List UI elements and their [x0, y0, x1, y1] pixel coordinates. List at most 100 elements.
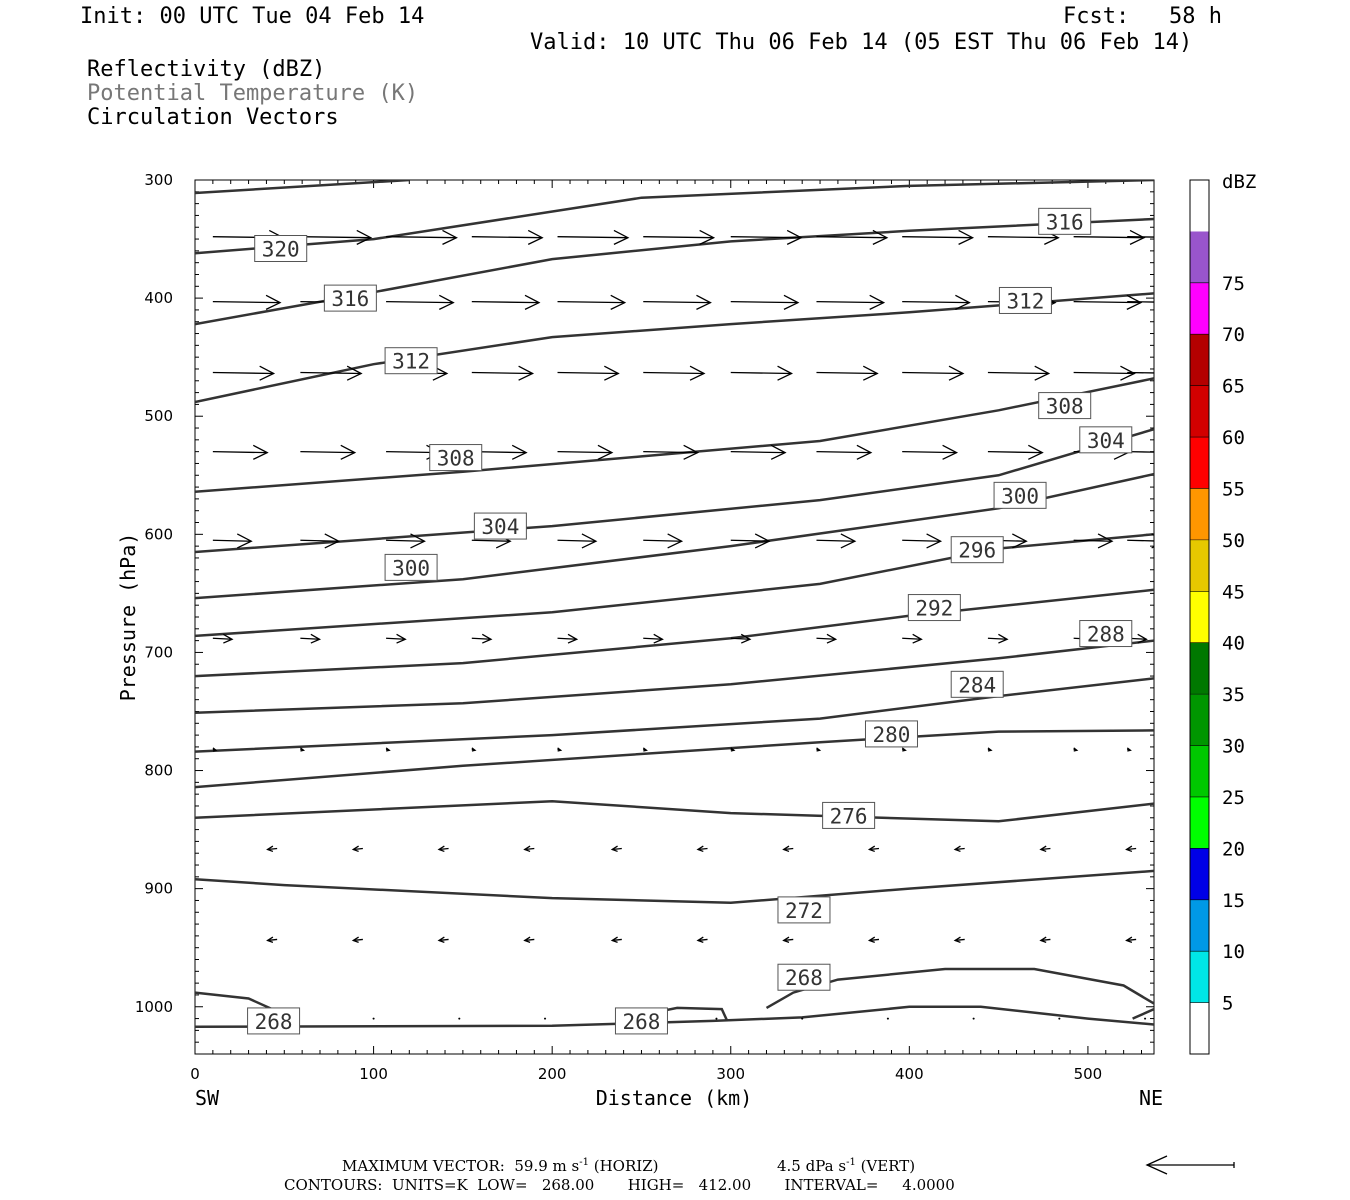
circulation-vector [1127, 450, 1154, 453]
circulation-vector-head [1073, 747, 1079, 752]
circulation-vector-head [266, 936, 274, 943]
contour-label-box [429, 444, 483, 472]
circulation-vector [557, 637, 577, 640]
circulation-vector [902, 301, 970, 304]
circulation-vector-head [872, 229, 889, 245]
init-time: Init: 00 UTC Tue 04 Feb 14 [80, 4, 425, 29]
circulation-vector-head [786, 229, 803, 245]
theta-contour-296 [195, 472, 1154, 600]
circulation-vector-head [1137, 633, 1148, 644]
contour-label-box [247, 1007, 301, 1035]
colorbar-segment [1190, 334, 1209, 386]
circulation-vector-head [782, 936, 790, 943]
circulation-vector [902, 236, 973, 239]
contour-label: 308 [437, 447, 475, 471]
colorbar-label: 60 [1222, 427, 1245, 449]
circulation-vector [212, 539, 252, 542]
circulation-vector-head [481, 633, 493, 644]
circulation-vector-head [597, 444, 614, 460]
theta-contour-276 [195, 729, 1154, 789]
circulation-vector [1127, 301, 1154, 303]
y-tick-label: 1000 [135, 998, 173, 1016]
circulation-vector-head [901, 747, 907, 752]
x-axis-label: Distance (km) [596, 1086, 753, 1110]
contour-label: 304 [481, 515, 519, 539]
contour-label: 296 [958, 539, 996, 563]
circulation-vector-head [223, 633, 234, 644]
circulation-vector-head [604, 365, 620, 381]
circulation-vector [386, 539, 425, 542]
theta-contour-280 [195, 677, 1154, 753]
colorbar-label: 5 [1222, 993, 1233, 1015]
contour-label-box [254, 235, 308, 263]
circulation-vector [300, 371, 362, 375]
circulation-vector [783, 938, 794, 942]
circulation-vector [972, 1017, 975, 1020]
contour-label: 304 [1087, 429, 1125, 453]
contour-label-box [950, 536, 1004, 564]
contour-label-box [777, 963, 831, 991]
contour-label: 308 [1046, 395, 1084, 419]
circulation-vector-head [1012, 533, 1028, 549]
circulation-vector [816, 236, 887, 239]
circulation-vector [643, 539, 682, 542]
circulation-vector [353, 847, 363, 851]
contour-label: 316 [331, 287, 369, 311]
colorbar-label: 15 [1222, 890, 1245, 912]
circulation-vector [730, 637, 750, 640]
theta-contour-316 [195, 180, 1154, 255]
y-tick-label: 500 [144, 407, 173, 425]
theta-contour-268 [195, 869, 1154, 905]
forecast-hour: Fcst: 58 h [1063, 4, 1222, 29]
circulation-vector [730, 236, 802, 239]
circulation-vector [816, 637, 836, 640]
circulation-vector-head [1039, 936, 1047, 943]
circulation-vector [471, 236, 543, 239]
contour-label-box [822, 801, 876, 829]
x-end-label-ne: NE [1139, 1086, 1163, 1110]
circulation-vector [869, 847, 880, 851]
circulation-vector [730, 450, 786, 454]
theta-contour-272 [195, 799, 1154, 823]
circulation-vector [816, 371, 878, 375]
circulation-vector-head [856, 444, 873, 460]
circulation-vector-head [696, 845, 704, 853]
field-potential-temperature: Potential Temperature (K) [87, 81, 419, 106]
circulation-vector [643, 637, 663, 640]
y-axis-label: Pressure (hPa) [116, 533, 140, 702]
theta-contour-288 [195, 588, 1154, 678]
circulation-vector-head [442, 229, 458, 245]
contour-label: 312 [1006, 289, 1044, 313]
circulation-vector [715, 1017, 718, 1020]
circulation-vector [1040, 938, 1051, 942]
colorbar-segment [1190, 282, 1209, 335]
circulation-vector-head [998, 633, 1009, 644]
contour-label-box [1079, 426, 1133, 454]
colorbar-label: 50 [1222, 530, 1245, 552]
circulation-vector [1073, 371, 1135, 375]
circulation-vector-head [300, 747, 306, 752]
colorbar-label: 65 [1222, 376, 1245, 398]
colorbar-label: 45 [1222, 581, 1245, 603]
circulation-vector [524, 847, 535, 851]
circulation-vector-head [613, 229, 630, 245]
circulation-vector [212, 450, 268, 454]
circulation-vector-head [953, 845, 961, 853]
circulation-vector [300, 637, 320, 640]
circulation-vector-head [471, 747, 477, 752]
colorbar-segment [1190, 951, 1209, 1003]
colorbar-label: 30 [1222, 736, 1245, 758]
circulation-vector-head [259, 365, 276, 381]
theta-contour-300 [195, 428, 1154, 554]
circulation-vector-head [266, 845, 274, 853]
circulation-vector-head [524, 294, 541, 310]
contour-label-box [614, 1007, 668, 1035]
circulation-vector [697, 847, 708, 851]
circulation-vector-head [948, 365, 965, 381]
theta-contour-292 [195, 533, 1154, 638]
theta-contour-268 [195, 1005, 1154, 1029]
circulation-vector [955, 938, 965, 942]
colorbar-segment [1190, 437, 1209, 489]
x-tick-label: 0 [190, 1065, 200, 1083]
circulation-vector [643, 371, 705, 375]
